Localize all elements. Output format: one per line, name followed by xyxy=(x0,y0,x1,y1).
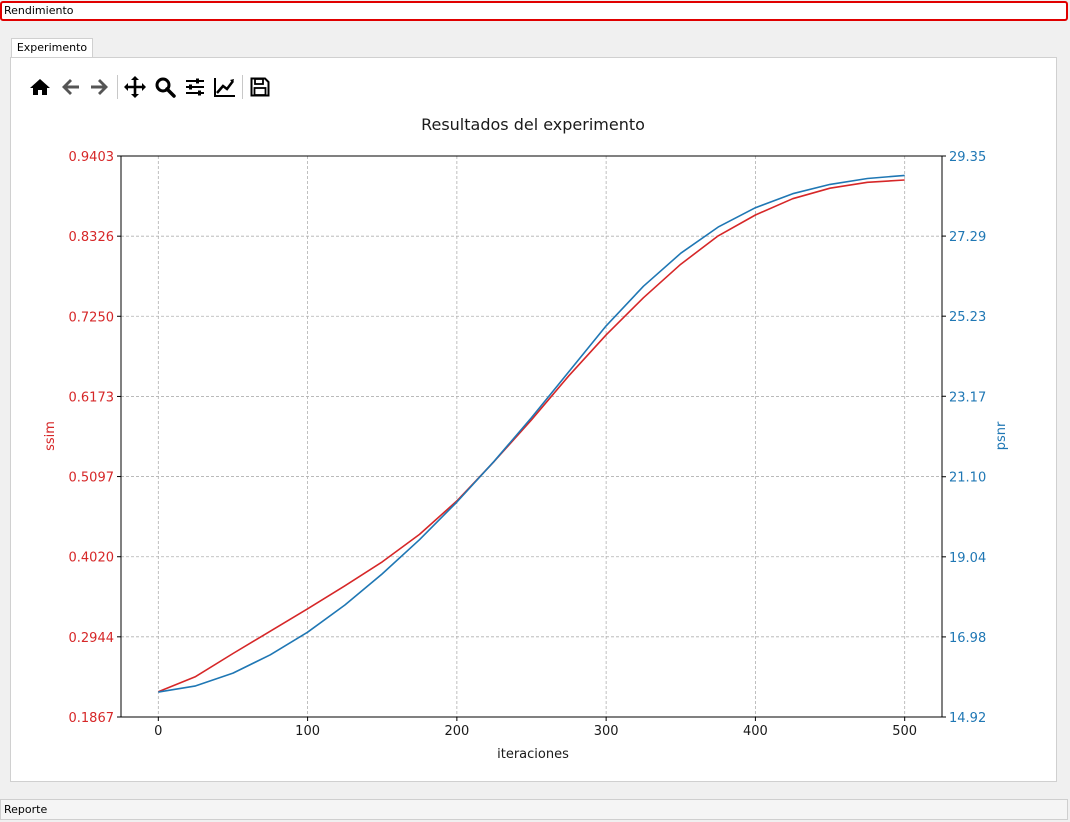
y-tick-label-left: 0.5097 xyxy=(69,471,115,486)
ssim-line xyxy=(157,179,905,693)
chart-ticks: 0 100 200 300 400 500 0.1867 0.2944 0.4020 0.5097… xyxy=(69,150,987,739)
toolbar-separator xyxy=(242,75,243,99)
rendimiento-section-header[interactable]: Rendimiento xyxy=(0,1,1068,21)
x-tick-label: 400 xyxy=(743,724,768,739)
tab-experimento[interactable]: Experimento xyxy=(11,38,93,58)
y-tick-label-left: 0.9403 xyxy=(69,150,115,165)
x-tick-label: 0 xyxy=(154,724,162,739)
edit-axis-icon[interactable] xyxy=(210,72,240,102)
psnr-line xyxy=(158,174,905,693)
pan-icon[interactable] xyxy=(120,72,150,102)
y-tick-label-right: 14.92 xyxy=(949,711,986,726)
results-chart: 0 100 200 300 400 500 0.1867 0.2944 0.4020 0.5097… xyxy=(43,115,1009,762)
back-arrow-icon[interactable] xyxy=(55,72,85,102)
x-tick-label: 200 xyxy=(444,724,469,739)
y-axis-label-left: ssim xyxy=(43,421,58,451)
y-tick-label-left: 0.1867 xyxy=(69,711,115,726)
reporte-section-header[interactable]: Reporte xyxy=(0,799,1068,820)
y-tick-label-left: 0.4020 xyxy=(69,551,115,566)
zoom-icon[interactable] xyxy=(150,72,180,102)
y-tick-label-right: 19.04 xyxy=(949,551,986,566)
y-tick-label-left: 0.6173 xyxy=(69,390,115,405)
save-icon[interactable] xyxy=(245,72,275,102)
y-tick-label-right: 23.17 xyxy=(949,390,986,405)
plot-frame xyxy=(120,155,943,718)
y-tick-label-right: 27.29 xyxy=(949,230,986,245)
chart-grid xyxy=(121,155,942,718)
y-tick-label-right: 21.10 xyxy=(949,471,986,486)
home-icon[interactable] xyxy=(25,72,55,102)
chart-title: Resultados del experimento xyxy=(421,115,645,134)
x-tick-label: 500 xyxy=(892,724,917,739)
x-axis-label: iteraciones xyxy=(497,747,569,762)
x-tick-label: 300 xyxy=(594,724,619,739)
y-tick-label-left: 0.2944 xyxy=(69,631,115,646)
y-tick-label-right: 16.98 xyxy=(949,631,986,646)
plot-toolbar xyxy=(25,72,275,102)
x-tick-label: 100 xyxy=(295,724,320,739)
chart-series xyxy=(157,174,905,693)
y-axis-label-right: psnr xyxy=(994,421,1009,450)
y-tick-label-right: 25.23 xyxy=(949,310,986,325)
toolbar-separator xyxy=(117,75,118,99)
forward-arrow-icon[interactable] xyxy=(85,72,115,102)
y-tick-label-left: 0.7250 xyxy=(69,310,115,325)
configure-subplots-icon[interactable] xyxy=(180,72,210,102)
y-tick-label-right: 29.35 xyxy=(949,150,986,165)
y-tick-label-left: 0.8326 xyxy=(69,230,115,245)
